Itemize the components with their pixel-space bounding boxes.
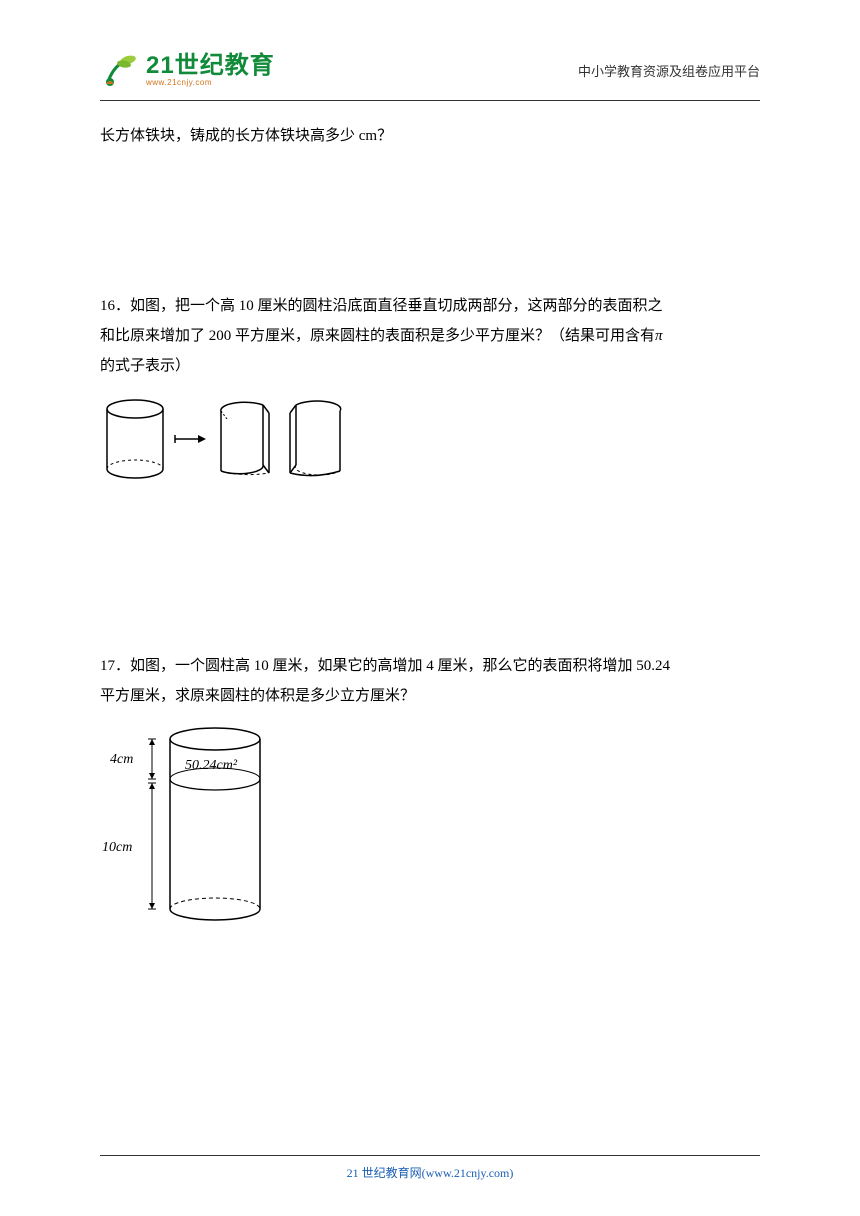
- logo-text: 21世纪教育 www.21cnjy.com: [146, 54, 275, 87]
- footer-text: 21 世纪教育网(www.21cnjy.com): [0, 1164, 860, 1181]
- q16-line1: 16．如图，把一个高 10 厘米的圆柱沿底面直径垂直切成两部分，这两部分的表面积…: [100, 298, 663, 314]
- q17-line2: 平方厘米，求原来圆柱的体积是多少立方厘米？: [100, 688, 415, 704]
- logo-sub-text: www.21cnjy.com: [146, 78, 212, 87]
- q17-text: 17．如图，一个圆柱高 10 厘米，如果它的高增加 4 厘米，那么它的表面积将增…: [100, 651, 760, 711]
- logo-icon: [100, 50, 140, 90]
- q16-line3: 的式子表示）: [100, 358, 190, 374]
- q16-text: 16．如图，把一个高 10 厘米的圆柱沿底面直径垂直切成两部分，这两部分的表面积…: [100, 291, 760, 381]
- q17-figure: 4cm 10cm 50.24cm²: [100, 721, 760, 931]
- q17-line1: 17．如图，一个圆柱高 10 厘米，如果它的高增加 4 厘米，那么它的表面积将增…: [100, 658, 670, 674]
- label-area: 50.24cm²: [185, 758, 238, 773]
- label-4cm: 4cm: [110, 752, 133, 767]
- logo: 21世纪教育 www.21cnjy.com: [100, 50, 275, 90]
- logo-main-text: 21世纪教育: [146, 54, 275, 78]
- pi-symbol: π: [655, 328, 663, 344]
- label-10cm: 10cm: [102, 840, 132, 855]
- page-header: 21世纪教育 www.21cnjy.com 中小学教育资源及组卷应用平台: [0, 0, 860, 100]
- q16-line2: 和比原来增加了 200 平方厘米，原来圆柱的表面积是多少平方厘米？（结果可用含有: [100, 328, 655, 344]
- header-right-text: 中小学教育资源及组卷应用平台: [578, 61, 760, 80]
- footer-divider: [100, 1155, 760, 1156]
- main-content: 长方体铁块，铸成的长方体铁块高多少 cm？ 16．如图，把一个高 10 厘米的圆…: [0, 101, 860, 931]
- q16-figure: [100, 391, 760, 491]
- q15-continuation: 长方体铁块，铸成的长方体铁块高多少 cm？: [100, 121, 760, 151]
